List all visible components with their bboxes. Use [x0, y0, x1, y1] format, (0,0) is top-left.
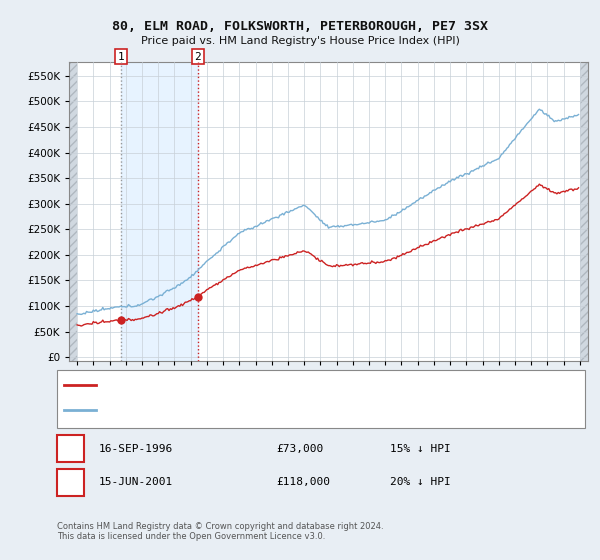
Text: 1: 1 [67, 442, 74, 455]
Text: 80, ELM ROAD, FOLKSWORTH, PETERBOROUGH, PE7 3SX: 80, ELM ROAD, FOLKSWORTH, PETERBOROUGH, … [112, 20, 488, 32]
Bar [69, 62, 77, 361]
Text: 15-JUN-2001: 15-JUN-2001 [99, 477, 173, 487]
Text: 80, ELM ROAD, FOLKSWORTH, PETERBOROUGH, PE7 3SX (detached house): 80, ELM ROAD, FOLKSWORTH, PETERBOROUGH, … [101, 380, 477, 390]
Text: 2: 2 [67, 475, 74, 489]
Bar [580, 62, 588, 361]
Text: 15% ↓ HPI: 15% ↓ HPI [390, 444, 451, 454]
Text: 16-SEP-1996: 16-SEP-1996 [99, 444, 173, 454]
Text: HPI: Average price, detached house, Huntingdonshire: HPI: Average price, detached house, Hunt… [101, 405, 400, 415]
Text: 1: 1 [118, 52, 124, 62]
Text: Price paid vs. HM Land Registry's House Price Index (HPI): Price paid vs. HM Land Registry's House … [140, 36, 460, 46]
Text: 20% ↓ HPI: 20% ↓ HPI [390, 477, 451, 487]
Text: Contains HM Land Registry data © Crown copyright and database right 2024.
This d: Contains HM Land Registry data © Crown c… [57, 522, 383, 542]
Text: £118,000: £118,000 [276, 477, 330, 487]
Text: £73,000: £73,000 [276, 444, 323, 454]
Bar [121, 62, 198, 361]
Text: 2: 2 [194, 52, 202, 62]
